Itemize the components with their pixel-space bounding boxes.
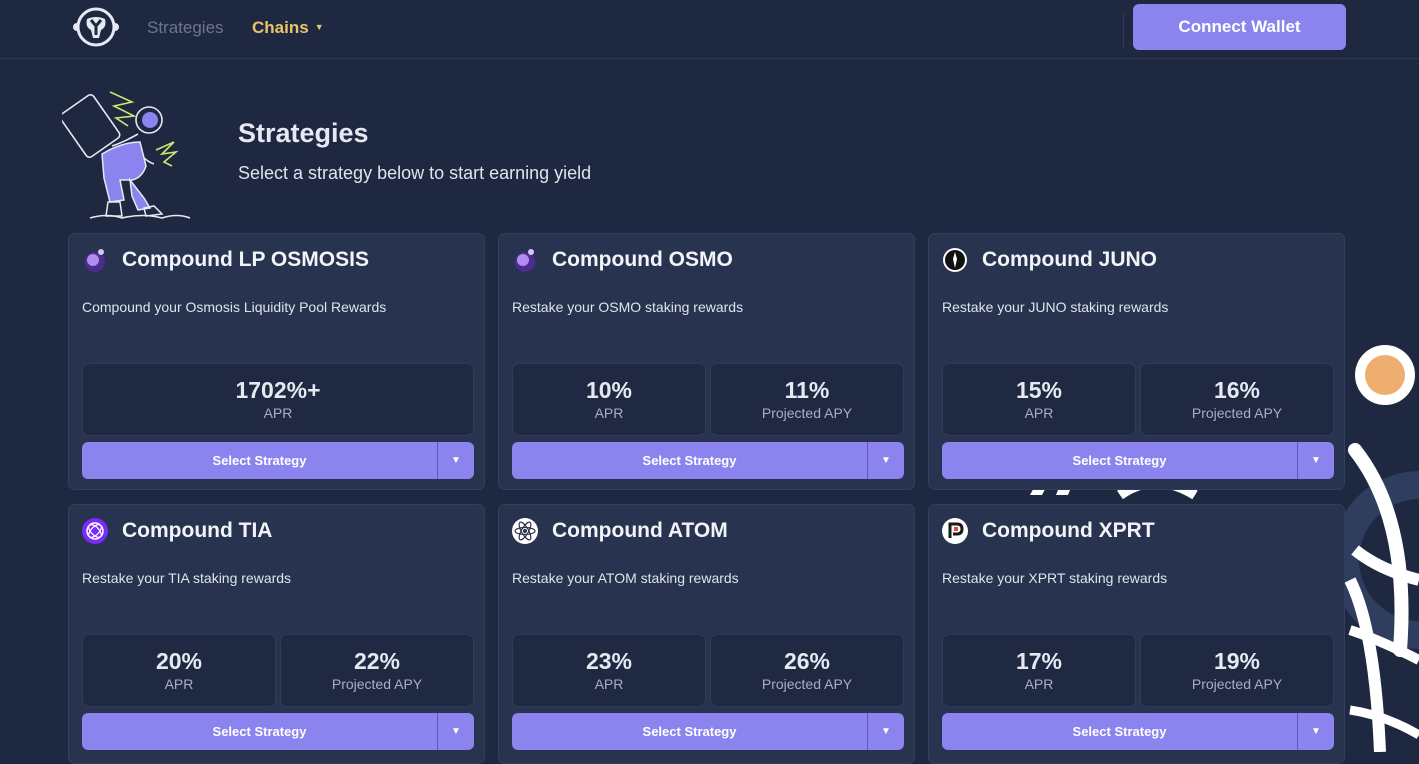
select-strategy-label: Select Strategy <box>212 453 307 468</box>
select-strategy-label: Select Strategy <box>1072 453 1167 468</box>
button-divider <box>1297 442 1298 479</box>
navbar-divider <box>1123 12 1124 48</box>
apy-label: Projected APY <box>761 676 853 692</box>
card-description: Restake your JUNO staking rewards <box>942 299 1169 315</box>
apr-label: APR <box>1024 405 1054 421</box>
apy-stat: 26% Projected APY <box>710 634 904 707</box>
select-strategy-button[interactable]: Select Strategy ▼ <box>82 442 474 479</box>
apy-value: 19% <box>1213 648 1261 674</box>
apy-stat: 11% Projected APY <box>710 363 904 436</box>
chevron-down-icon[interactable]: ▼ <box>881 455 891 466</box>
apy-label: Projected APY <box>761 405 853 421</box>
apy-value: 26% <box>783 648 831 674</box>
connect-wallet-button[interactable]: Connect Wallet <box>1133 4 1346 50</box>
chevron-down-icon[interactable]: ▼ <box>1311 726 1321 737</box>
page-title: Strategies <box>238 118 369 148</box>
apr-label: APR <box>263 405 293 421</box>
apr-value: 20% <box>155 648 203 674</box>
osmosis-icon <box>515 249 535 272</box>
cosmos-icon <box>512 518 538 544</box>
apr-label: APR <box>594 405 624 421</box>
button-divider <box>437 442 438 479</box>
apr-label: APR <box>1024 676 1054 692</box>
apr-label: APR <box>594 676 624 692</box>
page-subtitle: Select a strategy below to start earning… <box>238 163 592 183</box>
apy-label: Projected APY <box>331 676 423 692</box>
strategy-card-osmo: Compound OSMO Restake your OSMO staking … <box>498 233 915 490</box>
planet-decoration-icon <box>1030 345 1419 752</box>
card-title: Compound JUNO <box>982 248 1157 271</box>
select-strategy-button[interactable]: Select Strategy ▼ <box>942 442 1334 479</box>
select-strategy-button[interactable]: Select Strategy ▼ <box>942 713 1334 750</box>
card-description: Restake your OSMO staking rewards <box>512 299 744 315</box>
apy-value: 22% <box>353 648 401 674</box>
apy-stat: 22% Projected APY <box>280 634 474 707</box>
juno-icon <box>943 248 967 272</box>
app-logo-icon[interactable] <box>70 7 122 47</box>
button-divider <box>867 713 868 750</box>
apr-value: 15% <box>1015 377 1063 403</box>
button-divider <box>437 713 438 750</box>
card-title: Compound OSMO <box>552 248 733 271</box>
apy-label: Projected APY <box>1191 676 1283 692</box>
osmosis-icon <box>85 249 105 272</box>
strategy-card-juno: Compound JUNO Restake your JUNO staking … <box>928 233 1345 490</box>
apy-label: Projected APY <box>1191 405 1283 421</box>
chevron-down-icon[interactable]: ▼ <box>881 726 891 737</box>
select-strategy-label: Select Strategy <box>642 453 737 468</box>
select-strategy-label: Select Strategy <box>212 724 307 739</box>
apr-value: 1702%+ <box>235 377 321 403</box>
card-title: Compound LP OSMOSIS <box>122 248 369 271</box>
celestia-icon <box>82 518 108 544</box>
card-description: Compound your Osmosis Liquidity Pool Rew… <box>82 299 387 315</box>
button-divider <box>1297 713 1298 750</box>
strategy-card-lp-osmosis: Compound LP OSMOSIS Compound your Osmosi… <box>68 233 485 490</box>
card-title: Compound XPRT <box>982 519 1155 542</box>
nav-chains-dropdown[interactable]: Chains ▼ <box>252 18 324 38</box>
select-strategy-button[interactable]: Select Strategy ▼ <box>82 713 474 750</box>
apr-stat: 1702%+ APR <box>82 363 474 436</box>
apr-stat: 17% APR <box>942 634 1136 707</box>
card-description: Restake your ATOM staking rewards <box>512 570 739 586</box>
apr-label: APR <box>164 676 194 692</box>
card-description: Restake your XPRT staking rewards <box>942 570 1168 586</box>
select-strategy-button[interactable]: Select Strategy ▼ <box>512 442 904 479</box>
nav-strategies-link[interactable]: Strategies <box>147 18 224 37</box>
apr-stat: 10% APR <box>512 363 706 436</box>
chevron-down-icon[interactable]: ▼ <box>1311 455 1321 466</box>
apr-value: 10% <box>585 377 633 403</box>
apy-value: 11% <box>784 377 830 403</box>
strategy-card-atom: Compound ATOM Restake your ATOM staking … <box>498 504 915 764</box>
select-strategy-label: Select Strategy <box>1072 724 1167 739</box>
apy-value: 16% <box>1213 377 1261 403</box>
nav-chains-label: Chains <box>252 18 309 37</box>
top-navbar: Strategies Chains ▼ Connect Wallet <box>0 0 1419 59</box>
card-title: Compound ATOM <box>552 519 728 542</box>
apr-stat: 23% APR <box>512 634 706 707</box>
astronaut-illustration-icon <box>62 91 191 219</box>
apr-stat: 15% APR <box>942 363 1136 436</box>
apr-value: 23% <box>585 648 633 674</box>
card-title: Compound TIA <box>122 519 273 542</box>
card-description: Restake your TIA staking rewards <box>82 570 292 586</box>
chevron-down-icon: ▼ <box>314 22 324 32</box>
button-divider <box>867 442 868 479</box>
apy-stat: 16% Projected APY <box>1140 363 1334 436</box>
apr-stat: 20% APR <box>82 634 276 707</box>
strategy-card-xprt: Compound XPRT Restake your XPRT staking … <box>928 504 1345 764</box>
persistence-icon <box>942 518 968 544</box>
select-strategy-button[interactable]: Select Strategy ▼ <box>512 713 904 750</box>
select-strategy-label: Select Strategy <box>642 724 737 739</box>
apy-stat: 19% Projected APY <box>1140 634 1334 707</box>
apr-value: 17% <box>1015 648 1063 674</box>
strategy-card-tia: Compound TIA Restake your TIA staking re… <box>68 504 485 764</box>
chevron-down-icon[interactable]: ▼ <box>451 455 461 466</box>
chevron-down-icon[interactable]: ▼ <box>451 726 461 737</box>
